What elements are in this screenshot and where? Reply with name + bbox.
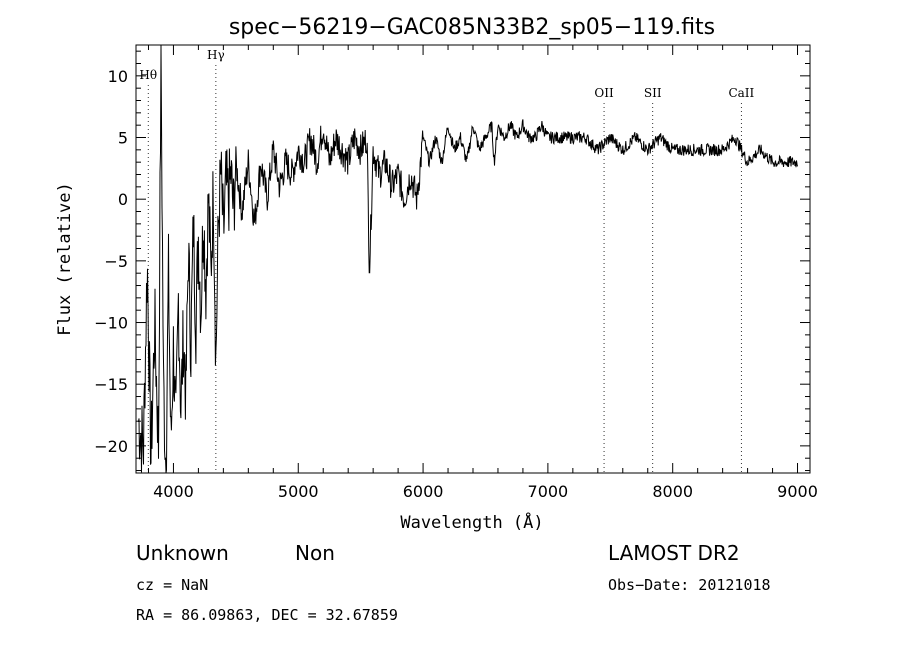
obs-date-text: Obs−Date: 20121018	[608, 576, 771, 594]
spectrum-line	[138, 44, 798, 474]
x-tick-label: 8000	[652, 482, 693, 501]
plot-frame	[135, 44, 811, 474]
y-axis-label: Flux (relative)	[55, 182, 75, 336]
line-marker-label: Hγ	[207, 48, 225, 62]
x-tick-label: 5000	[278, 482, 319, 501]
x-tick-label: 9000	[777, 482, 818, 501]
y-tick-label: −5	[104, 252, 128, 271]
y-axis: −20 −15 −10 −5 0 5 10	[94, 50, 810, 472]
class-label: Unknown	[136, 541, 229, 565]
chart-title: spec−56219−GAC085N33B2_sp05−119.fits	[229, 15, 715, 40]
x-tick-label: 7000	[528, 482, 569, 501]
y-tick-label: −20	[94, 437, 128, 456]
radec-text: RA = 86.09863, DEC = 32.67859	[136, 606, 398, 624]
x-tick-label: 4000	[153, 482, 194, 501]
x-tick-label: 6000	[403, 482, 444, 501]
x-axis: 4000 5000 6000 7000 8000 9000	[147, 45, 818, 501]
line-markers: Hθ Hγ OII SII CaII	[139, 48, 755, 473]
plot-area	[138, 44, 798, 474]
line-marker-label: CaII	[728, 86, 754, 100]
y-tick-label: −10	[94, 314, 128, 333]
x-axis-label: Wavelength (Å)	[400, 511, 543, 533]
line-marker-label: Hθ	[139, 68, 157, 82]
y-tick-label: −15	[94, 375, 128, 394]
line-marker-label: SII	[644, 86, 662, 100]
cz-text: cz = NaN	[136, 576, 208, 594]
subclass-label: Non	[295, 541, 335, 565]
y-tick-label: 10	[108, 67, 128, 86]
y-tick-label: 0	[118, 190, 128, 209]
y-tick-label: 5	[118, 129, 128, 148]
survey-label: LAMOST DR2	[608, 541, 740, 565]
line-marker-label: OII	[594, 86, 614, 100]
